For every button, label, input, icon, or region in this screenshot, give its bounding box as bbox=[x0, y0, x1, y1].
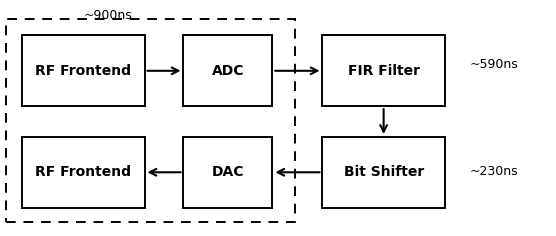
Text: ~900ns: ~900ns bbox=[84, 9, 133, 22]
Text: ADC: ADC bbox=[212, 64, 244, 78]
Text: RF Frontend: RF Frontend bbox=[36, 64, 131, 78]
Bar bbox=[183, 35, 272, 106]
Bar bbox=[322, 35, 445, 106]
Bar bbox=[322, 137, 445, 208]
Text: ~590ns: ~590ns bbox=[470, 58, 519, 72]
Text: DAC: DAC bbox=[212, 165, 244, 179]
Bar bbox=[22, 137, 145, 208]
Text: RF Frontend: RF Frontend bbox=[36, 165, 131, 179]
Bar bbox=[183, 137, 272, 208]
Text: Bit Shifter: Bit Shifter bbox=[344, 165, 424, 179]
Text: ~230ns: ~230ns bbox=[470, 164, 518, 178]
Bar bbox=[22, 35, 145, 106]
Text: FIR Filter: FIR Filter bbox=[348, 64, 420, 78]
Bar bbox=[6, 19, 295, 222]
